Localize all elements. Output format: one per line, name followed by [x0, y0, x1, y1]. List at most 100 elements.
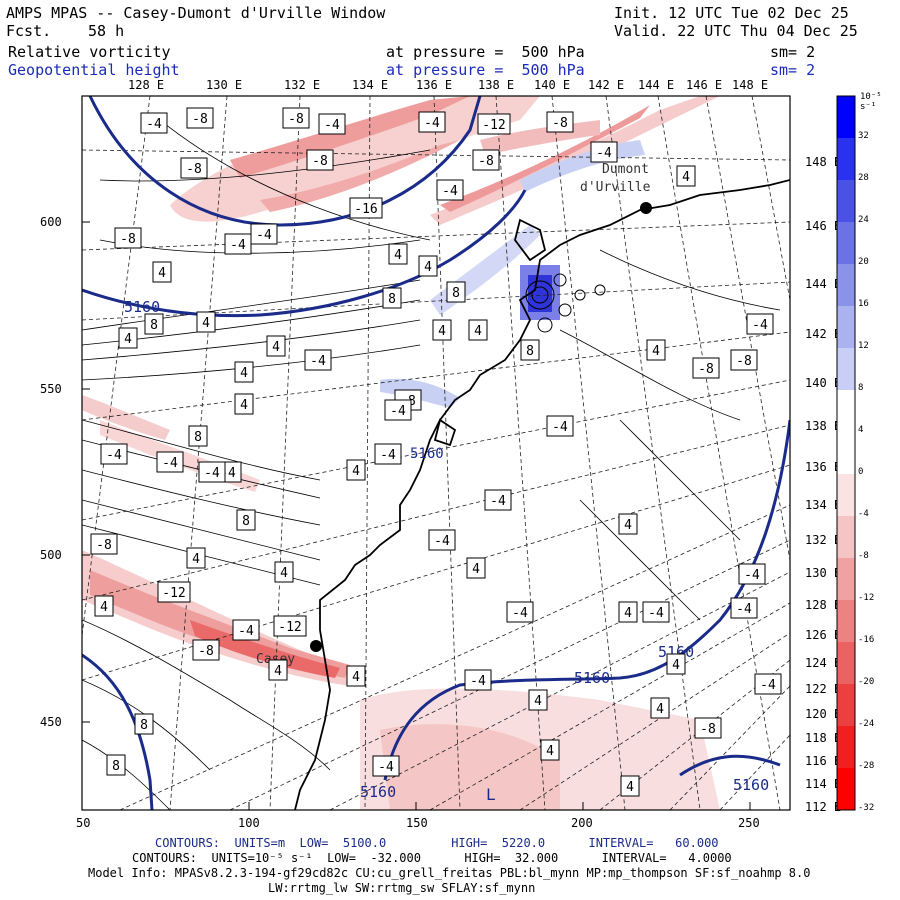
vorticity-contour-label: -4	[428, 529, 456, 551]
vorticity-contour-label: -12	[273, 615, 307, 637]
init-time: Init. 12 UTC Tue 02 Dec 25	[614, 4, 849, 22]
station-label: d'Urville	[580, 180, 651, 195]
right-lon-label: 118 E	[805, 731, 842, 745]
vorticity-contour-label: -4	[156, 451, 184, 473]
colorbar-swatch	[837, 222, 855, 265]
colorbar-tick-label: -20	[858, 677, 874, 687]
svg-text:-8: -8	[698, 362, 714, 377]
svg-text:8: 8	[140, 718, 148, 733]
station-label: Dumont	[602, 162, 649, 177]
top-lon-label: 130 E	[206, 78, 243, 92]
svg-text:-4: -4	[736, 602, 752, 617]
top-lon-label: 148 E	[732, 78, 769, 92]
svg-text:-4: -4	[552, 420, 568, 435]
vorticity-contour-label: 8	[134, 713, 154, 735]
vorticity-contour-label: 4	[234, 361, 254, 383]
coastline	[294, 179, 790, 810]
svg-text:4: 4	[280, 566, 288, 581]
vorticity-contour-label: -4	[232, 619, 260, 641]
svg-text:4: 4	[474, 324, 482, 339]
colorbar-tick-label: -24	[858, 719, 874, 729]
vorticity-contour-label: 4	[94, 595, 114, 617]
right-lon-label: 146 E	[805, 219, 842, 233]
colorbar-swatch	[837, 390, 855, 433]
svg-text:4: 4	[272, 340, 280, 355]
right-lon-label: 114 E	[805, 777, 842, 791]
vorticity-contour-label: -8	[282, 107, 310, 129]
vorticity-contour-label: 4	[268, 659, 288, 681]
top-lon-label: 142 E	[588, 78, 625, 92]
svg-text:-4: -4	[596, 146, 612, 161]
svg-text:-4: -4	[238, 624, 254, 639]
svg-text:-4: -4	[380, 448, 396, 463]
svg-text:-8: -8	[478, 154, 494, 169]
right-lon-label: 128 E	[805, 598, 842, 612]
top-lon-label: 140 E	[534, 78, 571, 92]
colorbar-tick-label: -12	[858, 593, 874, 603]
colorbar-tick-label: 28	[858, 173, 869, 183]
vorticity-contour-label: -8	[472, 149, 500, 171]
svg-text:-8: -8	[700, 722, 716, 737]
colorbar-swatch	[837, 768, 855, 811]
right-lon-label: 148 E	[805, 155, 842, 169]
vorticity-contour-label: -4	[642, 601, 670, 623]
vorticity-contour-label: -4	[746, 313, 774, 335]
svg-text:-4: -4	[146, 117, 162, 132]
vorticity-contour-label: 4	[528, 689, 548, 711]
field2-name: Geopotential height	[8, 61, 180, 79]
field2-smooth: sm= 2	[770, 61, 816, 79]
vorticity-contour-label: -8	[90, 533, 118, 555]
vorticity-contour-label: -4	[506, 601, 534, 623]
colorbar-swatch	[837, 516, 855, 559]
vorticity-contour-label: -4	[318, 113, 346, 135]
vorticity-contour-label: -4	[372, 755, 400, 777]
right-lon-label: 136 E	[805, 460, 842, 474]
right-lon-label: 122 E	[805, 682, 842, 696]
svg-text:-4: -4	[230, 238, 246, 253]
svg-text:-4: -4	[752, 318, 768, 333]
svg-text:4: 4	[202, 316, 210, 331]
vorticity-contour-label: -4	[224, 233, 252, 255]
svg-text:-4: -4	[648, 606, 664, 621]
valid-time: Valid. 22 UTC Thu 04 Dec 25	[614, 22, 858, 40]
vorticity-contour-label: -4	[730, 597, 758, 619]
right-lon-label: 116 E	[805, 754, 842, 768]
vorticity-contour-label: -8	[186, 107, 214, 129]
colorbar-swatch	[837, 684, 855, 727]
x-tick-label: 50	[76, 816, 91, 830]
vortex-rings	[525, 273, 606, 333]
colorbar-tick-label: -8	[858, 551, 869, 561]
svg-text:4: 4	[624, 518, 632, 533]
vorticity-contour-label: -4	[140, 112, 168, 134]
vorticity-contour-label: -4	[100, 443, 128, 465]
vorticity-contour-label: -8	[180, 157, 208, 179]
svg-text:8: 8	[452, 286, 460, 301]
svg-text:4: 4	[624, 606, 632, 621]
vorticity-contour-label: 8	[144, 313, 164, 335]
right-lon-label: 126 E	[805, 628, 842, 642]
height-contours	[82, 96, 790, 810]
vorticity-contour-label: -8	[730, 349, 758, 371]
height-label: 5160	[574, 669, 610, 687]
vorticity-contour-label: 8	[520, 339, 540, 361]
svg-text:4: 4	[626, 780, 634, 795]
colorbar-swatch	[837, 432, 855, 475]
right-lon-label: 124 E	[805, 656, 842, 670]
svg-text:-4: -4	[512, 606, 528, 621]
height-label: 5160	[124, 298, 160, 316]
colorbar-swatch	[837, 180, 855, 223]
svg-text:-4: -4	[324, 118, 340, 133]
svg-text:4: 4	[424, 260, 432, 275]
vorticity-contour-label: 4	[618, 601, 638, 623]
fcst-value: 58 h	[88, 22, 125, 40]
y-tick-label: 450	[40, 715, 62, 729]
casey-station-marker	[310, 640, 322, 652]
x-tick-label: 200	[571, 816, 593, 830]
y-tick-label: 550	[40, 382, 62, 396]
y-tick-label: 500	[40, 548, 62, 562]
svg-text:-8: -8	[186, 162, 202, 177]
svg-text:-8: -8	[312, 154, 328, 169]
svg-text:4: 4	[656, 702, 664, 717]
x-tick-label: 150	[406, 816, 428, 830]
